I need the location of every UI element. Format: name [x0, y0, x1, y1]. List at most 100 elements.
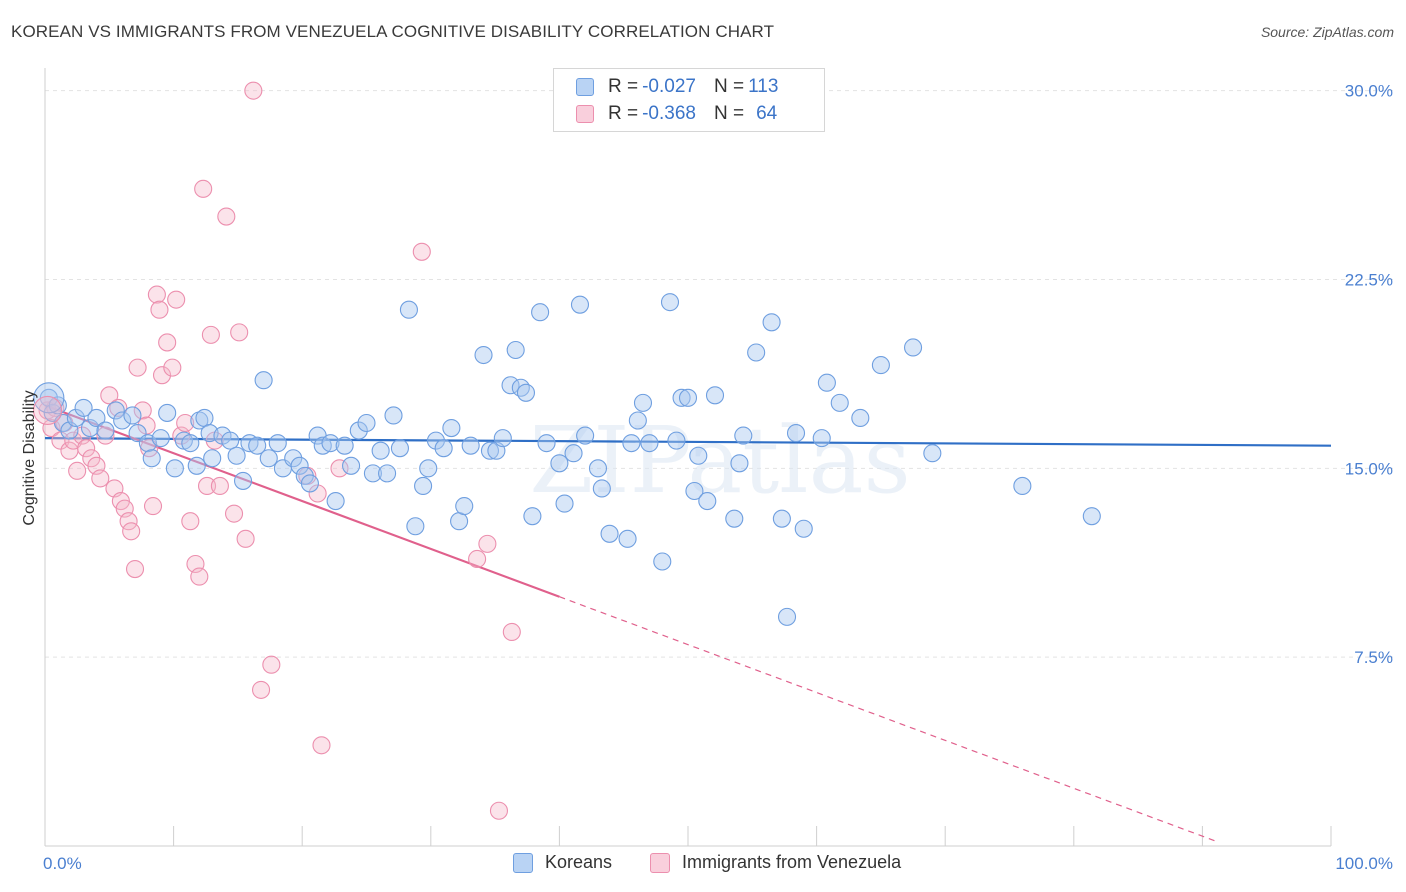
venezuela-point [96, 426, 115, 445]
venezuela-point [158, 333, 177, 352]
y-axis-label: Cognitive Disability [21, 390, 38, 525]
korean-point [730, 454, 749, 473]
legend-swatch-koreans [576, 78, 594, 96]
korean-point [33, 382, 65, 414]
korean-point [480, 441, 500, 460]
korean-point [87, 408, 106, 428]
korean-point [531, 303, 550, 322]
korean-point [227, 446, 246, 465]
korean-point [777, 607, 797, 626]
korean-point [158, 403, 177, 422]
korean-point [384, 406, 403, 425]
korean-point [165, 459, 184, 478]
korean-point [923, 444, 942, 463]
korean-point [570, 295, 590, 314]
legend-item-koreans: Koreans [513, 852, 612, 873]
legend-r-value: -0.368 [642, 103, 696, 124]
legend-r-value: -0.027 [642, 76, 696, 97]
korean-point [363, 464, 382, 483]
venezuela-point [489, 801, 509, 820]
korean-point [653, 552, 672, 571]
korean-point [817, 373, 836, 392]
venezuela-point [236, 529, 255, 548]
korean-point [474, 345, 493, 365]
korean-point [705, 386, 725, 405]
korean-point [588, 459, 608, 478]
korean-point [747, 343, 766, 362]
korean-point [725, 509, 744, 528]
korean-point [871, 356, 890, 375]
korean-point [564, 444, 583, 463]
korean-point [123, 406, 142, 425]
korean-point [442, 418, 461, 438]
korean-point [300, 474, 319, 493]
korean-point [685, 481, 704, 501]
venezuela-point [133, 401, 152, 420]
korean-point [203, 449, 222, 468]
korean-point [284, 449, 303, 468]
korean-point [493, 429, 512, 448]
korean-point [812, 429, 831, 448]
korean-point [399, 300, 418, 319]
korean-point [600, 524, 619, 543]
korean-point [1013, 476, 1032, 496]
venezuela-point [210, 476, 229, 496]
korean-point [550, 454, 569, 473]
korean-point [660, 293, 680, 312]
venezuela-point [68, 461, 87, 480]
korean-point [633, 393, 653, 412]
korean-point [786, 424, 806, 443]
korean-point [618, 529, 637, 548]
venezuela-point [51, 431, 70, 450]
venezuela-point [128, 358, 147, 377]
korean-point [254, 371, 273, 390]
legend-r-label: R = [608, 103, 639, 124]
source-credit: Source: ZipAtlas.com [1260, 24, 1394, 40]
korean-point [628, 411, 647, 430]
korean-point [672, 388, 691, 407]
korean-point [678, 388, 698, 407]
venezuela-point [150, 300, 169, 319]
venezuela-point [176, 413, 195, 433]
korean-point [506, 340, 525, 360]
legend-r-label: R = [608, 76, 639, 97]
korean-point [537, 434, 556, 453]
watermark: ZIPatlas [529, 407, 910, 514]
legend-item-venezuela: Immigrants from Venezuela [650, 852, 901, 873]
korean-point [434, 439, 453, 458]
venezuela-point [163, 358, 182, 377]
korean-point [555, 494, 574, 513]
korean-point [349, 421, 368, 440]
x-tick-label-max: 100.0% [1335, 854, 1393, 873]
korean-point [142, 449, 161, 468]
y-tick-labels: 7.5% 15.0% 22.5% 30.0% [1345, 82, 1393, 668]
korean-point [455, 497, 474, 516]
korean-point [426, 431, 445, 450]
korean-point [794, 519, 813, 538]
korean-point [734, 426, 753, 445]
korean-point [592, 479, 611, 498]
venezuela-point [91, 469, 110, 488]
legend-row-venezuela: R = -0.368 N = 64 [576, 101, 777, 127]
korean-point [762, 313, 781, 332]
korean-point [221, 431, 240, 450]
korean-point [321, 434, 340, 453]
korean-point [195, 408, 214, 428]
korean-point [903, 338, 923, 357]
venezuela-point [137, 416, 156, 435]
venezuela-point [224, 504, 244, 523]
series-legend: Koreans Immigrants from Venezuela [0, 852, 1406, 878]
korean-point [576, 426, 595, 445]
legend-label-koreans: Koreans [545, 852, 613, 872]
korean-point [342, 456, 361, 475]
venezuela-point [122, 522, 141, 541]
venezuela-point [125, 559, 145, 579]
legend-n-label: N = [713, 103, 745, 124]
gridlines [45, 90, 1393, 658]
korean-point [335, 436, 354, 455]
korean-point [830, 393, 849, 412]
korean-point [419, 459, 438, 478]
korean-point [106, 401, 125, 420]
korean-point [48, 396, 67, 415]
venezuela-point [244, 81, 263, 100]
